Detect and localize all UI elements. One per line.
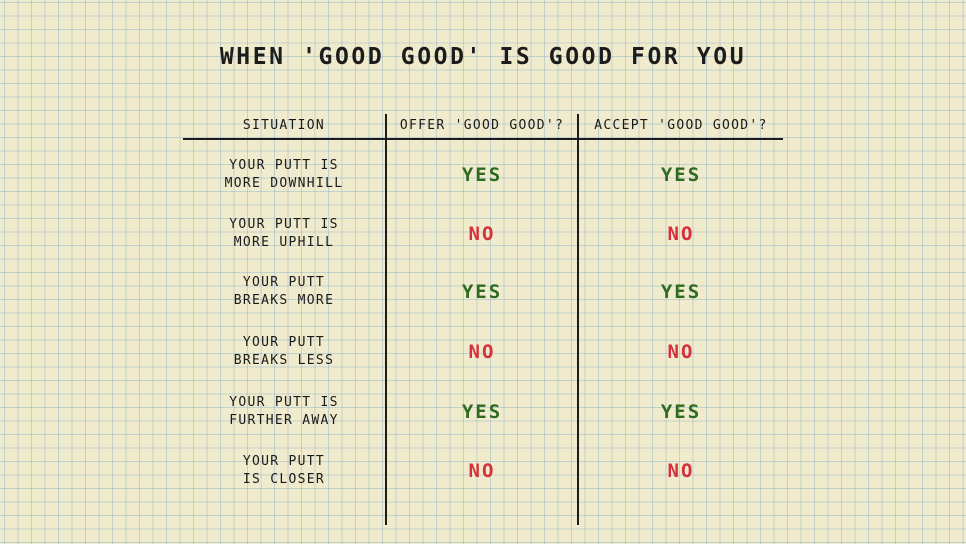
table-row: YOUR PUTT IS FURTHER AWAY YES YES <box>184 394 784 434</box>
offer-answer: YES <box>461 164 503 186</box>
column-divider <box>385 114 387 525</box>
offer-answer: NO <box>468 460 496 482</box>
column-header-offer: OFFER 'GOOD GOOD'? <box>399 118 565 133</box>
situation-cell: YOUR PUTT BREAKS LESS <box>233 335 335 368</box>
situation-cell: YOUR PUTT IS MORE DOWNHILL <box>224 158 344 191</box>
table-row: YOUR PUTT BREAKS MORE YES YES <box>184 274 784 314</box>
column-header-situation: SITUATION <box>242 118 326 133</box>
situation-cell: YOUR PUTT BREAKS MORE <box>233 275 335 308</box>
page-title: WHEN 'GOOD GOOD' IS GOOD FOR YOU <box>219 44 747 70</box>
header-underline <box>183 138 783 140</box>
offer-answer: NO <box>468 341 496 363</box>
offer-answer: YES <box>461 401 503 423</box>
accept-answer: NO <box>667 460 695 482</box>
offer-answer: NO <box>468 223 496 245</box>
table-row: YOUR PUTT BREAKS LESS NO NO <box>184 334 784 374</box>
table-row: YOUR PUTT IS MORE UPHILL NO NO <box>184 216 784 256</box>
table-row: YOUR PUTT IS MORE DOWNHILL YES YES <box>184 157 784 197</box>
situation-cell: YOUR PUTT IS CLOSER <box>242 454 326 487</box>
table-row: YOUR PUTT IS CLOSER NO NO <box>184 453 784 493</box>
accept-answer: NO <box>667 341 695 363</box>
situation-cell: YOUR PUTT IS MORE UPHILL <box>229 217 339 250</box>
offer-answer: YES <box>461 281 503 303</box>
accept-answer: NO <box>667 223 695 245</box>
accept-answer: YES <box>660 401 702 423</box>
situation-cell: YOUR PUTT IS FURTHER AWAY <box>229 395 339 428</box>
column-header-accept: ACCEPT 'GOOD GOOD'? <box>594 118 768 133</box>
column-divider <box>577 114 579 525</box>
accept-answer: YES <box>660 164 702 186</box>
accept-answer: YES <box>660 281 702 303</box>
